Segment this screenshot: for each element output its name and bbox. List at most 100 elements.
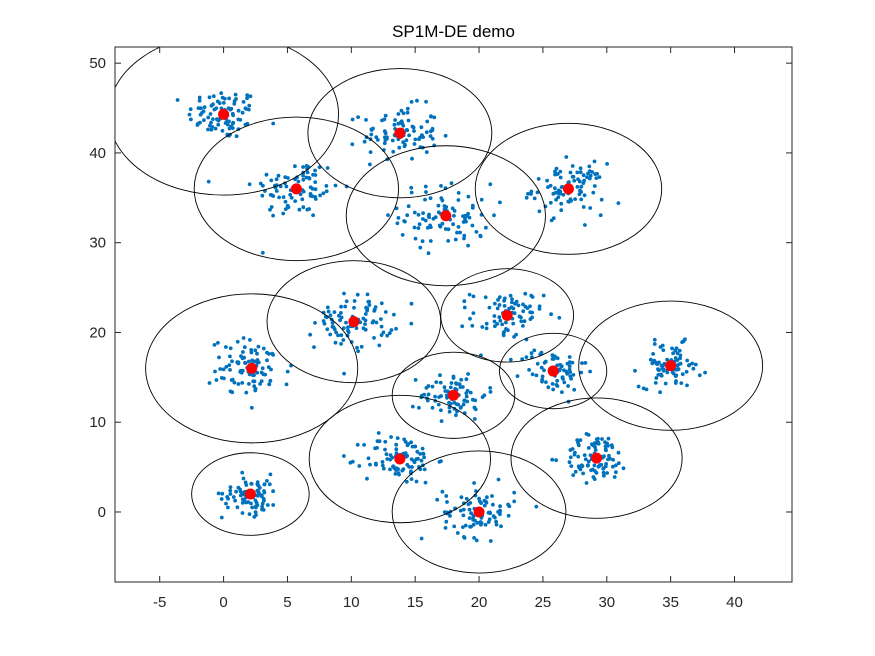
cluster-15-circle xyxy=(391,450,567,574)
data-point xyxy=(382,141,387,146)
data-point xyxy=(333,340,338,345)
data-point xyxy=(482,393,487,398)
data-point xyxy=(556,191,561,196)
data-point xyxy=(301,173,305,178)
data-point xyxy=(402,144,407,149)
data-point xyxy=(498,318,503,323)
data-point xyxy=(488,386,493,390)
data-point xyxy=(253,348,258,353)
data-point xyxy=(213,369,217,374)
data-point xyxy=(550,457,555,462)
data-point xyxy=(355,345,359,350)
data-point xyxy=(568,370,573,374)
data-point xyxy=(382,129,387,134)
data-point xyxy=(224,365,229,369)
data-point xyxy=(230,121,235,126)
data-point xyxy=(693,362,698,367)
data-point xyxy=(497,315,502,320)
data-point xyxy=(253,386,258,391)
data-point xyxy=(235,360,240,365)
x-tick-label: 0 xyxy=(219,594,227,611)
data-point xyxy=(569,464,574,468)
data-point xyxy=(421,211,425,216)
data-point xyxy=(247,103,252,108)
data-point xyxy=(212,343,217,347)
data-point xyxy=(228,346,233,351)
data-point xyxy=(597,464,602,468)
data-point xyxy=(440,221,445,226)
data-point xyxy=(454,413,458,418)
data-point xyxy=(245,93,250,98)
data-point xyxy=(227,96,232,101)
data-point xyxy=(527,368,531,372)
data-point xyxy=(410,444,415,449)
data-point xyxy=(576,464,581,469)
data-point xyxy=(405,443,410,448)
data-point xyxy=(266,365,271,370)
data-point xyxy=(439,459,443,463)
data-point xyxy=(652,342,657,346)
data-point xyxy=(579,370,584,375)
data-point xyxy=(473,398,478,403)
data-point xyxy=(236,382,241,386)
data-point xyxy=(550,353,555,358)
data-point xyxy=(477,496,481,501)
data-point xyxy=(616,450,621,455)
data-point xyxy=(529,293,534,298)
data-point xyxy=(532,196,537,201)
data-point xyxy=(559,185,564,190)
data-point xyxy=(262,482,267,487)
data-point xyxy=(265,479,269,483)
data-point xyxy=(474,538,479,543)
data-point xyxy=(259,370,264,375)
cluster-2-center xyxy=(290,183,302,195)
data-point xyxy=(559,208,564,213)
x-tick-label: 40 xyxy=(726,594,743,611)
data-point xyxy=(661,368,666,373)
data-point xyxy=(423,480,428,485)
data-point xyxy=(409,190,414,195)
data-point xyxy=(463,213,468,218)
data-point xyxy=(228,368,232,372)
data-point xyxy=(652,337,657,342)
data-point xyxy=(430,405,435,410)
data-point xyxy=(313,197,318,201)
data-point xyxy=(362,443,366,447)
data-point xyxy=(540,374,545,379)
data-point xyxy=(438,380,443,385)
data-point xyxy=(410,156,414,161)
data-point xyxy=(301,165,305,169)
data-point xyxy=(452,524,457,529)
data-point xyxy=(464,496,469,501)
x-tick-label: 10 xyxy=(343,594,360,611)
data-point xyxy=(268,378,273,383)
y-tick-label: 10 xyxy=(89,414,106,431)
data-point xyxy=(555,384,560,388)
data-point xyxy=(447,405,452,410)
cluster-6-center xyxy=(246,362,258,374)
data-point xyxy=(248,94,253,99)
data-point xyxy=(555,363,560,368)
cluster-14-circle xyxy=(191,452,310,536)
data-point xyxy=(198,120,202,125)
data-point xyxy=(504,320,508,325)
data-point xyxy=(582,193,587,198)
data-point xyxy=(224,501,228,506)
data-point xyxy=(346,325,350,330)
data-point xyxy=(364,305,368,310)
data-point xyxy=(703,370,707,375)
data-point xyxy=(375,439,380,443)
data-point xyxy=(423,218,428,223)
data-point xyxy=(215,117,219,122)
data-point xyxy=(593,448,598,452)
data-point xyxy=(554,166,559,171)
data-point xyxy=(260,366,265,371)
data-point xyxy=(399,119,404,124)
data-point xyxy=(267,382,272,387)
data-point xyxy=(419,536,424,541)
data-point xyxy=(678,353,683,358)
data-point xyxy=(484,225,488,230)
data-point xyxy=(436,203,441,208)
data-point xyxy=(567,460,572,465)
data-point xyxy=(402,219,406,223)
